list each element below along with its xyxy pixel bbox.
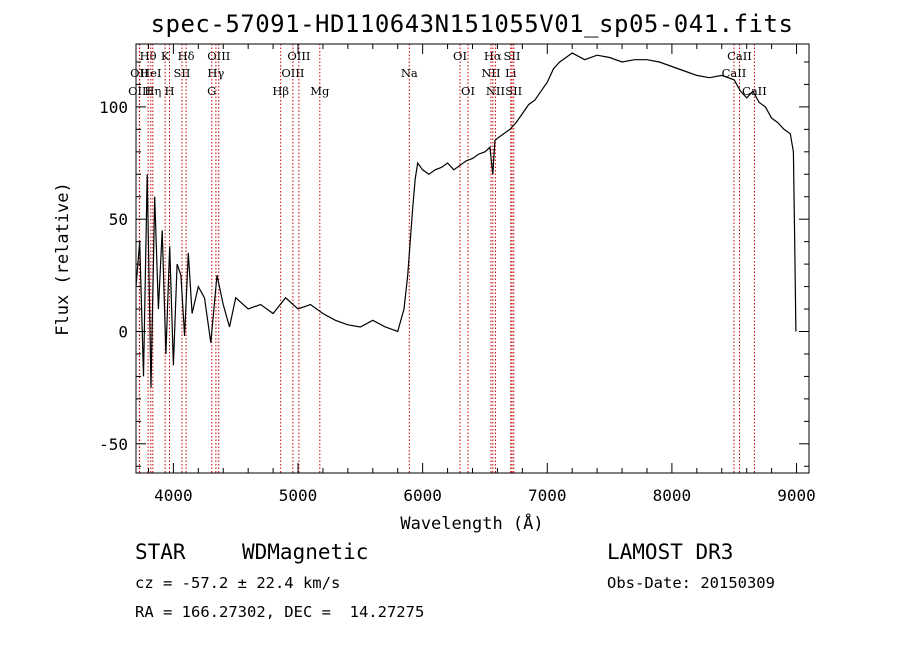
line-marker-label: HeI xyxy=(140,66,161,80)
line-marker-label: CaII xyxy=(727,49,752,63)
x-tick-label: 8000 xyxy=(653,486,692,505)
line-marker-label: H xyxy=(165,84,175,98)
line-marker-label: SII xyxy=(174,66,191,80)
line-marker-label: Hγ xyxy=(207,66,224,80)
coordinates: RA = 166.27302, DEC = 14.27275 xyxy=(135,603,425,621)
line-marker-label: OI xyxy=(453,49,467,63)
y-tick-label: 100 xyxy=(99,98,128,117)
line-marker-label: NII xyxy=(486,84,505,98)
x-axis-ticks: 4000 5000 6000 7000 8000 9000 xyxy=(147,44,816,505)
plot-frame xyxy=(135,43,810,474)
line-marker-label: Hα xyxy=(484,49,502,63)
line-marker-label: Hθ xyxy=(140,49,157,63)
line-marker-label: OIII xyxy=(281,66,304,80)
line-marker-label: OIII xyxy=(128,84,151,98)
line-marker-label: G xyxy=(207,84,216,98)
line-marker-label: Li xyxy=(505,66,517,80)
y-tick-label: -50 xyxy=(99,435,128,454)
x-axis-label: Wavelength (Å) xyxy=(400,512,543,534)
spectrum-line xyxy=(135,52,797,388)
line-marker-label: CaII xyxy=(722,66,747,80)
observation-date: Obs-Date: 20150309 xyxy=(607,574,775,592)
line-marker-label: Hη xyxy=(144,84,161,98)
x-tick-label: 4000 xyxy=(154,486,193,505)
survey-name: LAMOST DR3 xyxy=(607,540,734,564)
redshift-velocity: cz = -57.2 ± 22.4 km/s xyxy=(135,574,341,592)
y-tick-label: 50 xyxy=(109,210,128,229)
line-marker-label: OIII xyxy=(207,49,230,63)
line-marker-label: NII xyxy=(481,66,500,80)
line-marker-label: OIII xyxy=(287,49,310,63)
object-class: STAR xyxy=(135,540,186,564)
x-tick-label: 7000 xyxy=(528,486,567,505)
y-axis-label: Flux (relative) xyxy=(53,182,73,336)
object-subclass: WDMagnetic xyxy=(242,540,369,564)
y-tick-label: 0 xyxy=(118,322,128,341)
line-marker-label: Mg xyxy=(310,84,330,98)
line-marker-label: CaII xyxy=(742,84,767,98)
y-axis-ticks: -50 0 50 100 xyxy=(99,61,809,467)
x-tick-label: 6000 xyxy=(403,486,442,505)
line-marker-label: SII xyxy=(505,84,522,98)
line-marker-label: K xyxy=(161,49,170,63)
line-marker-label: SII xyxy=(504,49,521,63)
line-marker-label: OI xyxy=(461,84,475,98)
line-marker-label: Hβ xyxy=(272,84,289,98)
spectrum-series xyxy=(135,52,797,388)
x-tick-label: 5000 xyxy=(279,486,318,505)
line-marker-label: Hδ xyxy=(178,49,195,63)
x-tick-label: 9000 xyxy=(777,486,816,505)
chart-title: spec-57091-HD110643N151055V01_sp05-041.f… xyxy=(150,10,794,38)
line-marker-label: Na xyxy=(401,66,418,80)
